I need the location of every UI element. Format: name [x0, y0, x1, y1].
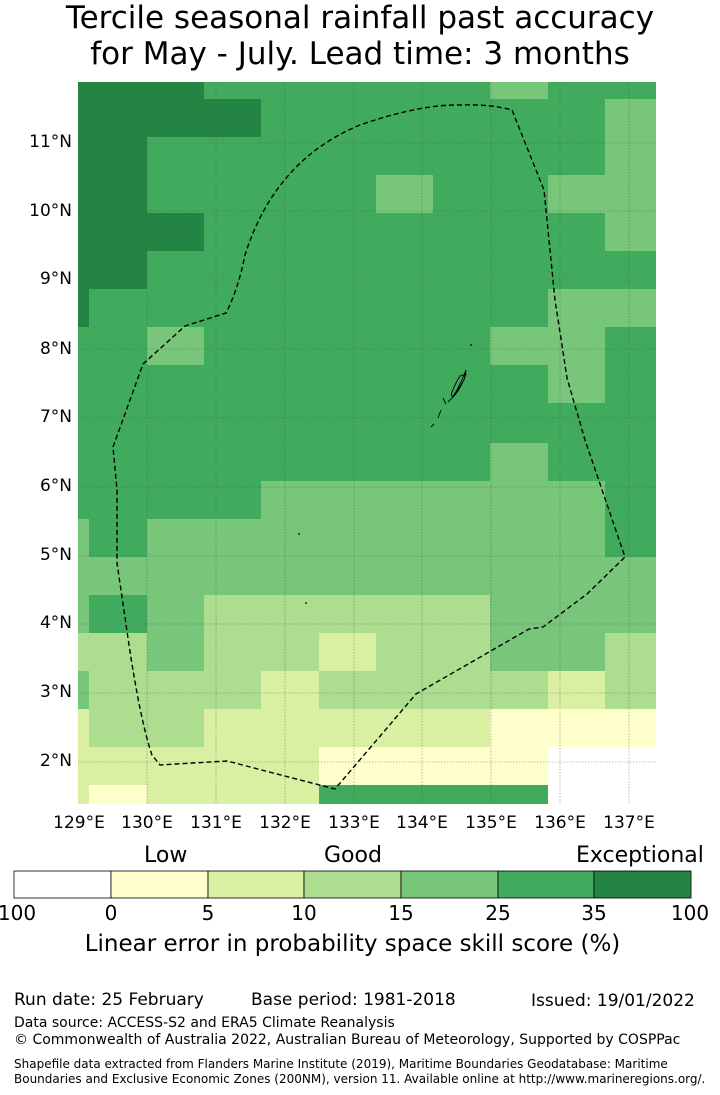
lon-label: 134°E: [396, 813, 448, 833]
lon-label: 131°E: [190, 813, 242, 833]
issued-date: Issued: 19/01/2022: [531, 991, 695, 1011]
legend-category-exceptional: Exceptional: [576, 843, 704, 868]
lon-label: 129°E: [53, 813, 105, 833]
colorbar-tick: 100: [670, 901, 710, 925]
lat-label: 8°N: [39, 339, 72, 359]
small-islands: [298, 344, 472, 604]
lon-label: 136°E: [534, 813, 586, 833]
lat-label: 11°N: [29, 132, 72, 152]
lon-label: 132°E: [259, 813, 311, 833]
map-title-line-2: for May - July. Lead time: 3 months: [90, 36, 630, 72]
lat-label: 7°N: [39, 407, 72, 427]
colorbar-tick: 25: [485, 901, 511, 925]
graticule: [78, 82, 656, 804]
legend-category-low: Low: [144, 843, 188, 868]
data-source: Data source: ACCESS-S2 and ERA5 Climate …: [14, 1015, 395, 1031]
lat-label: 2°N: [39, 751, 72, 771]
run-date: Run date: 25 February: [14, 990, 204, 1010]
base-period: Base period: 1981-2018: [251, 990, 456, 1010]
colorbar-tick: 35: [581, 901, 607, 925]
lon-label: 135°E: [465, 813, 517, 833]
skill-grid: [78, 82, 656, 804]
lon-label: 137°E: [603, 813, 655, 833]
colorbar-tick: 10: [291, 901, 317, 925]
colorbar-tick: 0: [104, 901, 118, 925]
shapefile-credit-line-1: Shapefile data extracted from Flanders M…: [14, 1057, 668, 1071]
lon-label: 133°E: [328, 813, 380, 833]
colorbar-tick: 5: [201, 901, 215, 925]
lat-label: 6°N: [39, 476, 72, 496]
legend-category-good: Good: [324, 843, 382, 868]
copyright: © Commonwealth of Australia 2022, Austra…: [14, 1032, 681, 1048]
eez-boundary: [112, 104, 626, 790]
lat-label: 4°N: [39, 613, 72, 633]
lat-label: 10°N: [29, 201, 72, 221]
colorbar-tick: 15: [388, 901, 414, 925]
palau-islands: [430, 369, 467, 428]
shapefile-credit-line-2: Boundaries and Exclusive Economic Zones …: [14, 1072, 706, 1086]
colorbar-title: Linear error in probability space skill …: [84, 931, 621, 957]
map-title-line-1: Tercile seasonal rainfall past accuracy: [65, 0, 655, 36]
lat-label: 5°N: [39, 545, 72, 565]
lon-label: 130°E: [121, 813, 173, 833]
lat-label: 9°N: [39, 269, 72, 289]
lat-label: 3°N: [39, 682, 72, 702]
colorbar-tick: 100: [0, 901, 37, 925]
colorbar: [13, 870, 692, 899]
